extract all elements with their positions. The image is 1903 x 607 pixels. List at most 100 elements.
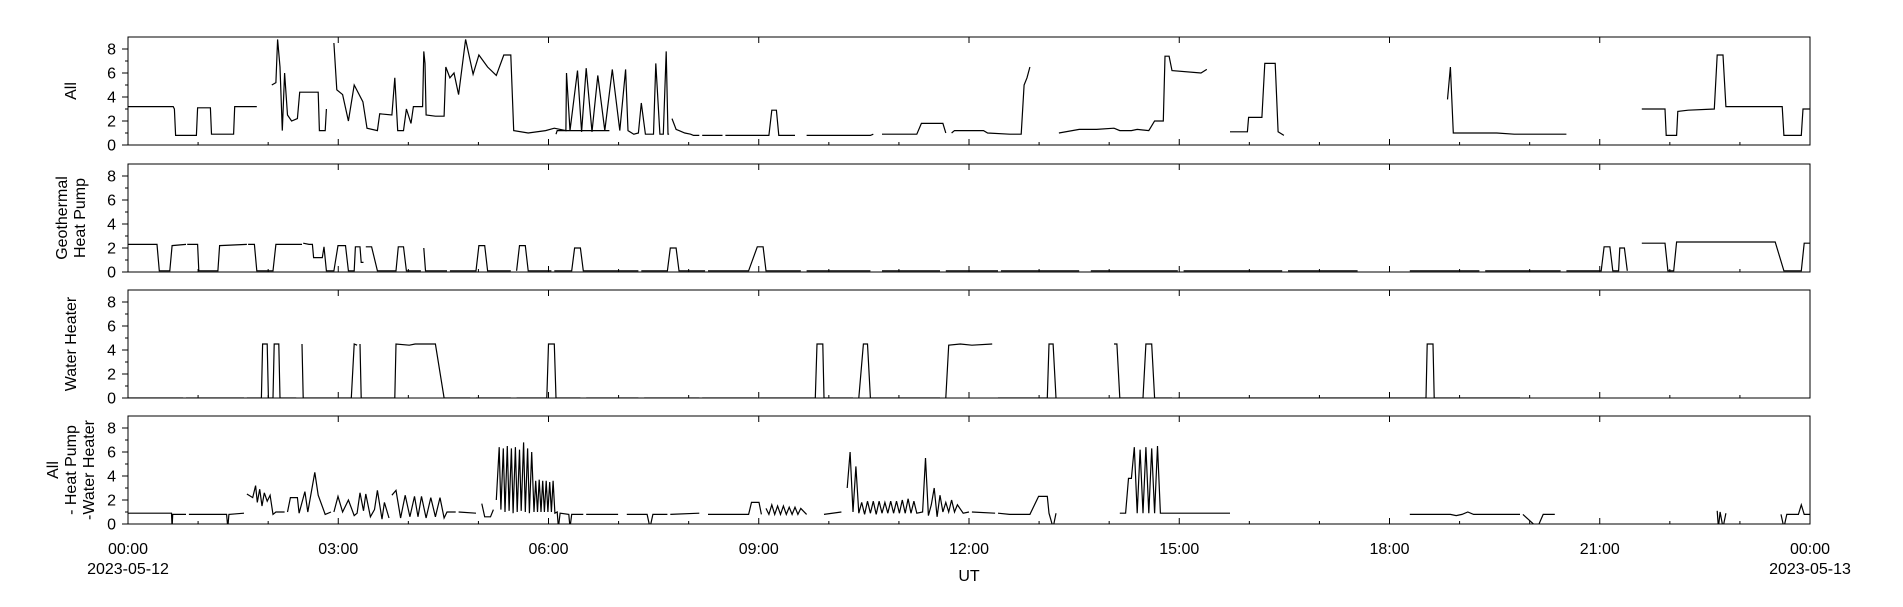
- series-line: [271, 39, 327, 132]
- chart-panels: 0 2 4 6 8 All 0 2 4 6 8 Geothermal Heat Pump 0 2 4 6 8 Wat…: [45, 36, 1811, 534]
- series-line: [303, 242, 364, 272]
- x-tick-label: 09:00: [739, 541, 779, 558]
- series-line: [998, 343, 1057, 398]
- series-line: [333, 39, 670, 135]
- series-line: [708, 246, 801, 272]
- series-line: [391, 489, 456, 520]
- series-line: [359, 343, 471, 398]
- series-line: [1177, 343, 1520, 398]
- series-line: [1716, 510, 1727, 524]
- x-tick-label: 12:00: [949, 541, 989, 558]
- series-line: [945, 343, 993, 398]
- series-line: [333, 490, 390, 520]
- series-line: [246, 343, 297, 398]
- series-line: [765, 502, 808, 517]
- series-line: [555, 130, 610, 135]
- series-line: [1641, 54, 1810, 136]
- series-line: [1058, 55, 1208, 134]
- series-line: [760, 343, 853, 398]
- x-tick-label: 00:00: [108, 541, 148, 558]
- series-line: [423, 247, 447, 272]
- panel-1: 0 2 4 6 8 All: [63, 36, 1811, 155]
- series-line: [1409, 511, 1520, 517]
- series-line: [1114, 343, 1172, 398]
- series-line: [882, 122, 947, 135]
- series-line: [554, 247, 639, 272]
- y-axis-title-line: All: [63, 82, 80, 100]
- series: [128, 343, 1520, 398]
- series-line: [481, 503, 494, 518]
- y-axis-title-line: - Heat Pump: [63, 425, 80, 515]
- series-line: [458, 511, 477, 514]
- x-tick-label: 18:00: [1369, 541, 1409, 558]
- series-line: [516, 245, 552, 272]
- y-tick-label: 4: [107, 343, 116, 360]
- panel-4: 0 2 4 6 8 All - Heat Pump -Water Heater: [45, 415, 1811, 534]
- series: [128, 241, 1810, 272]
- y-axis-title-line: Geothermal: [54, 176, 71, 260]
- series-line: [823, 511, 842, 515]
- x-axis-title: UT: [958, 568, 980, 585]
- y-tick-label: 8: [107, 421, 116, 438]
- y-axis-title-line: Heat Pump: [72, 178, 89, 258]
- series-line: [128, 243, 187, 272]
- y-tick-label: 8: [107, 42, 116, 59]
- panel-2: 0 2 4 6 8 Geothermal Heat Pump: [54, 163, 1811, 282]
- series-line: [951, 66, 1031, 135]
- y-tick-label: 0: [107, 391, 116, 408]
- y-tick-label: 2: [107, 493, 116, 510]
- series-line: [187, 243, 247, 272]
- series-line: [128, 105, 257, 136]
- x-tick-date: 2023-05-12: [87, 561, 169, 578]
- series-line: [246, 485, 285, 516]
- y-tick-label: 4: [107, 90, 116, 107]
- series-line: [286, 472, 332, 516]
- y-tick-label: 6: [107, 319, 116, 336]
- y-tick-label: 0: [107, 138, 116, 155]
- series-line: [188, 512, 245, 524]
- panel-frame: [127, 289, 1811, 399]
- series-line: [626, 513, 668, 524]
- series-line: [971, 511, 996, 514]
- series-line: [1522, 513, 1555, 524]
- y-tick-label: 8: [107, 295, 116, 312]
- series-line: [1446, 66, 1567, 135]
- series-line: [516, 343, 581, 398]
- x-axis: 00:00 2023-05-12 03:00 06:00 09:00 12:00 15:00…: [87, 541, 1851, 578]
- y-tick-label: 0: [107, 265, 116, 282]
- series-line: [725, 109, 795, 136]
- y-axis-title-line: All: [45, 461, 62, 479]
- y-tick-label: 6: [107, 445, 116, 462]
- series-line: [495, 442, 584, 524]
- series-line: [997, 495, 1057, 524]
- series-line: [248, 243, 302, 272]
- series-line: [708, 501, 762, 516]
- y-tick-label: 6: [107, 193, 116, 210]
- y-tick-label: 6: [107, 66, 116, 83]
- series-line: [449, 245, 511, 272]
- y-axis-title-line: -Water Heater: [81, 419, 98, 520]
- series-line: [1566, 246, 1628, 272]
- series-line: [1641, 241, 1810, 272]
- x-tick-label: 06:00: [528, 541, 568, 558]
- series-line: [670, 512, 700, 515]
- series-line: [846, 451, 970, 517]
- x-tick-label: 00:00: [1790, 541, 1830, 558]
- x-tick-label: 03:00: [318, 541, 358, 558]
- series-line: [365, 246, 421, 272]
- series-line: [128, 512, 186, 524]
- panel-frame: [127, 36, 1811, 146]
- y-tick-label: 4: [107, 217, 116, 234]
- y-tick-label: 8: [107, 169, 116, 186]
- series-line: [806, 133, 874, 136]
- panel-3: 0 2 4 6 8 Water Heater: [63, 289, 1811, 408]
- series: [128, 442, 1810, 524]
- y-tick-label: 2: [107, 114, 116, 131]
- series-line: [1230, 62, 1285, 136]
- series-line: [1780, 502, 1810, 524]
- series: [128, 39, 1810, 136]
- y-tick-label: 2: [107, 367, 116, 384]
- x-tick-label: 21:00: [1580, 541, 1620, 558]
- panel-frame: [127, 163, 1811, 273]
